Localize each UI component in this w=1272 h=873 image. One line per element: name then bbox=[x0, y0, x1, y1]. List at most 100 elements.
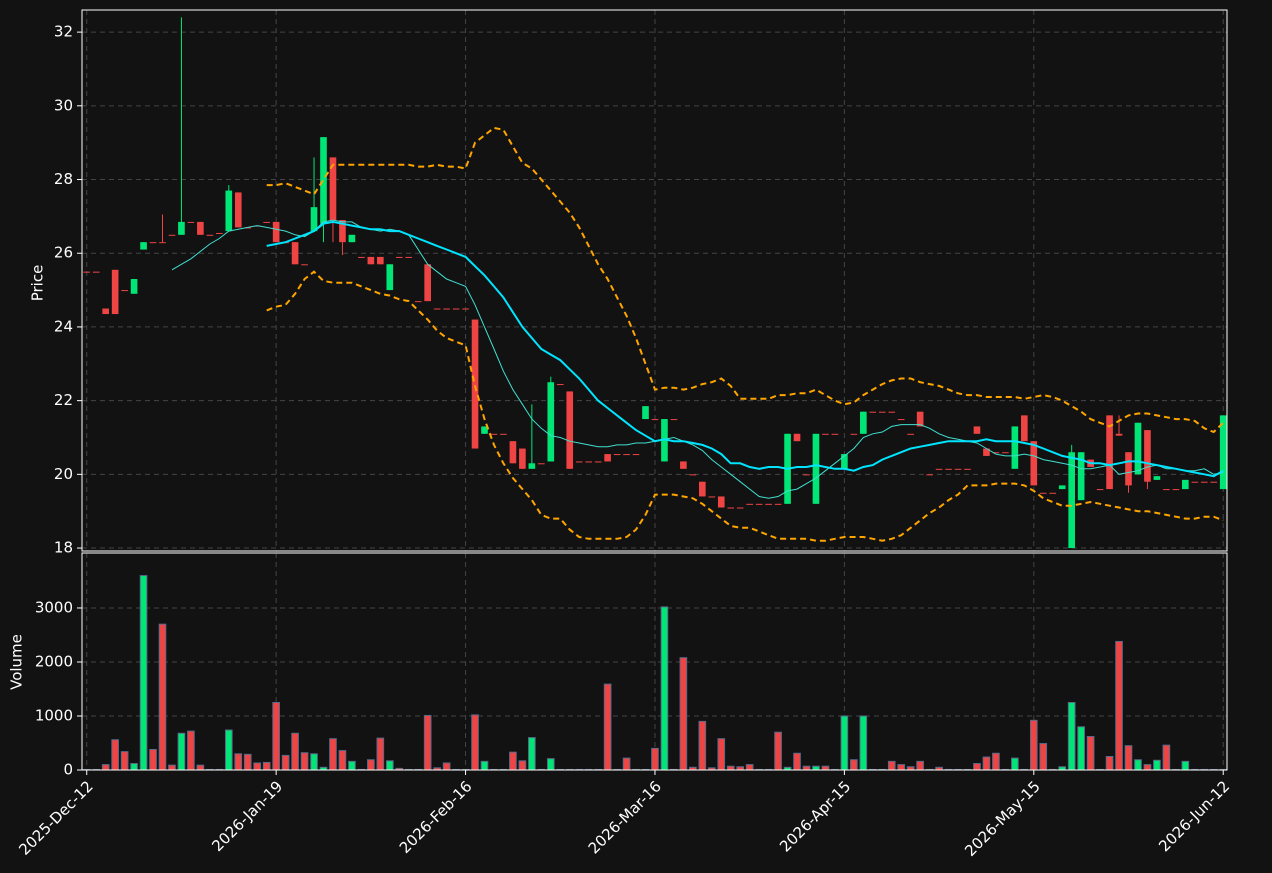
volume-bar bbox=[745, 764, 754, 771]
candle-body bbox=[670, 419, 678, 421]
volume-bar bbox=[272, 701, 280, 771]
volume-bar bbox=[726, 765, 735, 771]
volume-bar bbox=[518, 760, 527, 771]
candle-body bbox=[746, 503, 753, 505]
candle-body bbox=[263, 221, 270, 223]
volume-bar bbox=[338, 750, 347, 771]
candle-body bbox=[509, 441, 517, 464]
candle-body bbox=[92, 271, 100, 273]
volume-bar bbox=[973, 763, 981, 771]
volume-tick-label: 1000 bbox=[35, 706, 73, 724]
volume-bar bbox=[1077, 726, 1085, 771]
candle-body bbox=[272, 221, 280, 243]
candle-body bbox=[566, 391, 574, 469]
volume-bar bbox=[310, 753, 318, 771]
candle-body bbox=[405, 256, 413, 258]
candle-body bbox=[765, 503, 772, 505]
candle-body bbox=[291, 242, 299, 265]
candle-body bbox=[462, 308, 469, 310]
candle-body bbox=[1058, 485, 1066, 490]
y-tick-label: 32 bbox=[54, 23, 73, 41]
candle-body bbox=[538, 463, 545, 465]
candle-body bbox=[197, 221, 204, 235]
volume-bar bbox=[1086, 736, 1095, 771]
price-frame bbox=[81, 9, 1228, 552]
volume-bar bbox=[291, 732, 299, 771]
volume-bar bbox=[546, 758, 555, 771]
candle-body bbox=[689, 474, 697, 476]
candle-body bbox=[888, 411, 896, 413]
volume-bar bbox=[243, 753, 252, 771]
candle-body bbox=[717, 496, 725, 508]
candle-body bbox=[310, 207, 318, 232]
candle-body bbox=[594, 461, 602, 463]
candle-body bbox=[83, 271, 91, 273]
candle-body bbox=[1021, 415, 1028, 442]
candle-body bbox=[111, 269, 119, 315]
y-tick-label: 26 bbox=[54, 244, 73, 262]
volume-bar bbox=[793, 752, 801, 771]
volume-bar bbox=[1105, 755, 1114, 771]
volume-bar bbox=[329, 738, 337, 771]
volume-bar bbox=[1124, 745, 1133, 771]
candle-body bbox=[1002, 452, 1009, 454]
volume-bar bbox=[442, 762, 451, 771]
candle-body bbox=[159, 242, 166, 244]
candle-body bbox=[916, 411, 924, 427]
candle-body bbox=[1200, 481, 1208, 483]
candle-body bbox=[216, 232, 223, 234]
candle-body bbox=[377, 256, 384, 265]
volume-bar bbox=[234, 753, 243, 771]
candle-body bbox=[329, 157, 337, 221]
volume-bar bbox=[187, 730, 195, 771]
candle-body bbox=[452, 308, 460, 310]
candle-body bbox=[206, 234, 214, 236]
candle-body bbox=[1144, 430, 1151, 482]
y-axis-label: Price bbox=[29, 265, 47, 302]
candle-body bbox=[358, 256, 365, 258]
candle-body bbox=[481, 426, 488, 434]
candle-body bbox=[907, 433, 914, 435]
volume-bar bbox=[1134, 759, 1142, 771]
y-tick-label: 18 bbox=[54, 539, 73, 557]
candle-body bbox=[234, 192, 242, 228]
volume-bar bbox=[774, 731, 782, 771]
candle-body bbox=[642, 406, 649, 420]
candle-body bbox=[680, 461, 687, 469]
volume-bar bbox=[149, 748, 157, 771]
candle-body bbox=[1153, 476, 1161, 480]
candle-body bbox=[850, 433, 858, 435]
candle-body bbox=[699, 481, 706, 497]
volume-bar bbox=[1039, 743, 1048, 771]
candle-body bbox=[613, 454, 621, 456]
candle-body bbox=[964, 468, 971, 470]
candle-body bbox=[632, 454, 640, 456]
volume-bar bbox=[982, 756, 991, 771]
candle-body bbox=[443, 308, 450, 310]
candle-body bbox=[1182, 479, 1189, 490]
candle-body bbox=[1125, 452, 1132, 486]
volume-bar bbox=[509, 751, 517, 771]
x-tick-label: 2026-Apr-15 bbox=[776, 777, 854, 855]
candle-body bbox=[841, 454, 848, 469]
candle-body bbox=[528, 463, 536, 469]
volume-bar bbox=[916, 760, 924, 771]
candle-body bbox=[727, 507, 735, 509]
x-tick-label: 2026-Mar-16 bbox=[585, 777, 665, 857]
candle-body bbox=[1030, 441, 1038, 486]
candle-body bbox=[490, 433, 498, 435]
candle-body bbox=[575, 461, 583, 463]
candle-body bbox=[178, 221, 185, 235]
volume-bar bbox=[177, 732, 186, 771]
y-tick-label: 30 bbox=[54, 96, 73, 114]
volume-bar bbox=[376, 737, 385, 771]
volume-bar bbox=[1143, 764, 1152, 771]
volume-bar bbox=[120, 751, 129, 771]
volume-bar bbox=[348, 760, 356, 771]
volume-tick-label: 2000 bbox=[35, 652, 73, 670]
volume-bar bbox=[850, 759, 858, 771]
volume-bar bbox=[622, 757, 631, 771]
volume-bar bbox=[887, 760, 896, 771]
volume-bar bbox=[1029, 719, 1038, 771]
